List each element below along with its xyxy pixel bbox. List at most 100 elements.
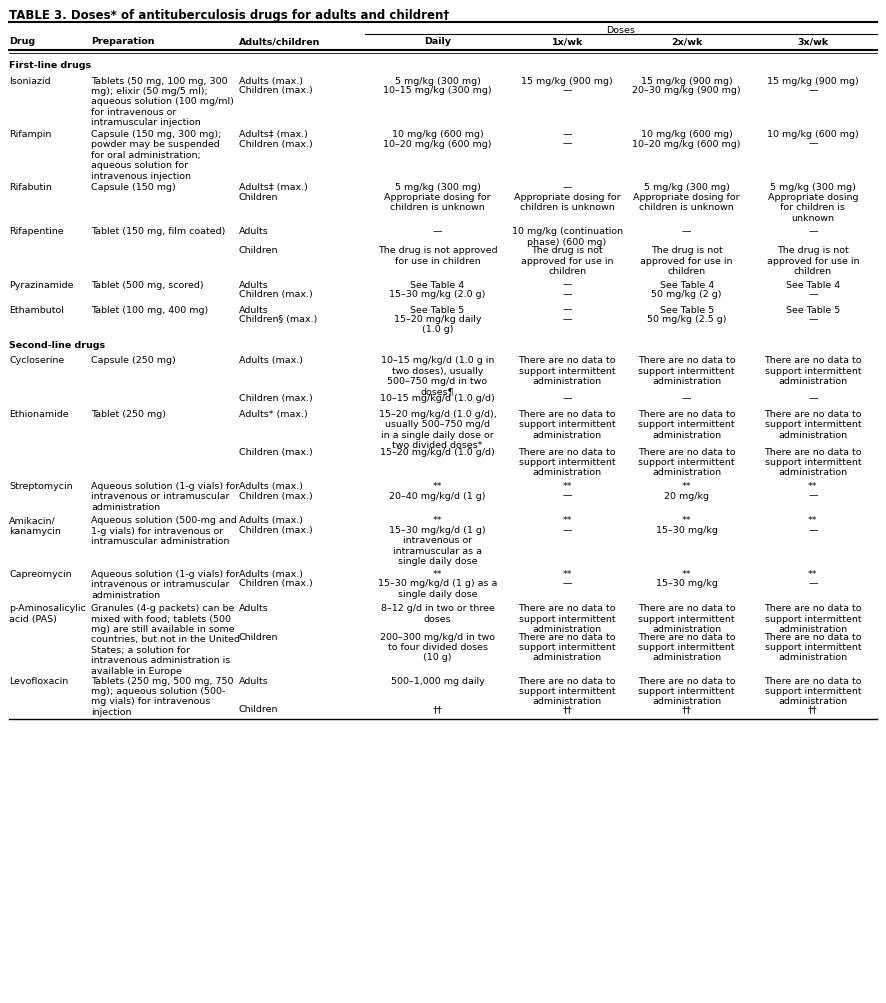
Text: Tablet (250 mg): Tablet (250 mg) bbox=[91, 409, 166, 418]
Text: See Table 5: See Table 5 bbox=[786, 305, 840, 314]
Text: There are no data to
support intermittent
administration: There are no data to support intermitten… bbox=[638, 676, 735, 706]
Text: Aqueous solution (1-g vials) for
intravenous or intramuscular
administration: Aqueous solution (1-g vials) for intrave… bbox=[91, 481, 239, 512]
Text: There are no data to
support intermittent
administration: There are no data to support intermitten… bbox=[764, 632, 861, 662]
Text: Adults (max.): Adults (max.) bbox=[238, 516, 303, 525]
Text: **: ** bbox=[808, 516, 818, 525]
Text: 15 mg/kg (900 mg): 15 mg/kg (900 mg) bbox=[641, 76, 733, 85]
Text: Aqueous solution (1-g vials) for
intravenous or intramuscular
administration: Aqueous solution (1-g vials) for intrave… bbox=[91, 570, 239, 599]
Text: 2x/wk: 2x/wk bbox=[671, 37, 703, 46]
Text: Children (max.): Children (max.) bbox=[238, 491, 313, 500]
Text: —: — bbox=[682, 394, 691, 403]
Text: —: — bbox=[563, 305, 571, 314]
Text: 20 mg/kg: 20 mg/kg bbox=[664, 491, 709, 500]
Text: Adults‡ (max.): Adults‡ (max.) bbox=[238, 130, 307, 138]
Text: —: — bbox=[432, 227, 442, 236]
Text: Rifampin: Rifampin bbox=[10, 130, 51, 138]
Text: Tablets (250 mg, 500 mg, 750
mg); aqueous solution (500-
mg vials) for intraveno: Tablets (250 mg, 500 mg, 750 mg); aqueou… bbox=[91, 676, 234, 716]
Text: Appropriate dosing for
children is unknown: Appropriate dosing for children is unkno… bbox=[633, 193, 740, 212]
Text: Tablet (100 mg, 400 mg): Tablet (100 mg, 400 mg) bbox=[91, 305, 208, 314]
Text: ††: †† bbox=[682, 704, 692, 713]
Text: Adults: Adults bbox=[238, 227, 268, 236]
Text: Streptomycin: Streptomycin bbox=[10, 481, 73, 490]
Text: Tablet (150 mg, film coated): Tablet (150 mg, film coated) bbox=[91, 227, 225, 236]
Text: The drug is not
approved for use in
children: The drug is not approved for use in chil… bbox=[521, 246, 613, 276]
Text: Children§ (max.): Children§ (max.) bbox=[238, 315, 317, 324]
Text: Granules (4-g packets) can be
mixed with food; tablets (500
mg) are still availa: Granules (4-g packets) can be mixed with… bbox=[91, 604, 240, 675]
Text: There are no data to
support intermittent
administration: There are no data to support intermitten… bbox=[764, 604, 861, 633]
Text: **: ** bbox=[808, 570, 818, 579]
Text: Appropriate dosing for
children is unknown: Appropriate dosing for children is unkno… bbox=[514, 193, 620, 212]
Text: —: — bbox=[808, 315, 818, 324]
Text: —: — bbox=[808, 526, 818, 535]
Text: **: ** bbox=[432, 481, 442, 490]
Text: 500–1,000 mg daily: 500–1,000 mg daily bbox=[391, 676, 485, 685]
Text: Capsule (150 mg, 300 mg);
powder may be suspended
for oral administration;
aqueo: Capsule (150 mg, 300 mg); powder may be … bbox=[91, 130, 222, 181]
Text: **: ** bbox=[563, 481, 571, 490]
Text: There are no data to
support intermittent
administration: There are no data to support intermitten… bbox=[518, 676, 616, 706]
Text: —: — bbox=[563, 526, 571, 535]
Text: Adults: Adults bbox=[238, 676, 268, 685]
Text: Cycloserine: Cycloserine bbox=[10, 356, 65, 365]
Text: Second-line drugs: Second-line drugs bbox=[10, 341, 105, 350]
Text: 8–12 g/d in two or three
doses: 8–12 g/d in two or three doses bbox=[381, 604, 494, 623]
Text: —: — bbox=[563, 394, 571, 403]
Text: —: — bbox=[808, 394, 818, 403]
Text: There are no data to
support intermittent
administration: There are no data to support intermitten… bbox=[518, 447, 616, 477]
Text: Capsule (150 mg): Capsule (150 mg) bbox=[91, 184, 175, 193]
Text: 10–15 mg/kg/d (1.0 g in
two doses), usually
500–750 mg/d in two
doses¶: 10–15 mg/kg/d (1.0 g in two doses), usua… bbox=[381, 356, 494, 396]
Text: Tablet (500 mg, scored): Tablet (500 mg, scored) bbox=[91, 280, 204, 289]
Text: 10 mg/kg (600 mg): 10 mg/kg (600 mg) bbox=[641, 130, 733, 138]
Text: Capsule (250 mg): Capsule (250 mg) bbox=[91, 356, 175, 365]
Text: Capreomycin: Capreomycin bbox=[10, 570, 72, 579]
Text: 15 mg/kg (900 mg): 15 mg/kg (900 mg) bbox=[767, 76, 859, 85]
Text: Amikacin/
kanamycin: Amikacin/ kanamycin bbox=[10, 516, 61, 536]
Text: 15–20 mg/kg/d (1.0 g/d): 15–20 mg/kg/d (1.0 g/d) bbox=[380, 447, 495, 456]
Text: Children: Children bbox=[238, 246, 278, 255]
Text: See Table 4: See Table 4 bbox=[659, 280, 714, 289]
Text: 5 mg/kg (300 mg): 5 mg/kg (300 mg) bbox=[394, 76, 480, 85]
Text: The drug is not
approved for use in
children: The drug is not approved for use in chil… bbox=[766, 246, 859, 276]
Text: 10–20 mg/kg (600 mg): 10–20 mg/kg (600 mg) bbox=[384, 139, 492, 148]
Text: 15 mg/kg (900 mg): 15 mg/kg (900 mg) bbox=[521, 76, 613, 85]
Text: TABLE 3. Doses* of antituberculosis drugs for adults and children†: TABLE 3. Doses* of antituberculosis drug… bbox=[10, 9, 449, 22]
Text: **: ** bbox=[682, 481, 691, 490]
Text: Adults‡ (max.): Adults‡ (max.) bbox=[238, 184, 307, 193]
Text: ††: †† bbox=[432, 704, 442, 713]
Text: Children: Children bbox=[238, 704, 278, 713]
Text: Ethionamide: Ethionamide bbox=[10, 409, 69, 418]
Text: 15–30 mg/kg (2.0 g): 15–30 mg/kg (2.0 g) bbox=[389, 290, 486, 299]
Text: Drug: Drug bbox=[10, 37, 35, 46]
Text: Rifabutin: Rifabutin bbox=[10, 184, 52, 193]
Text: 10 mg/kg (600 mg): 10 mg/kg (600 mg) bbox=[392, 130, 484, 138]
Text: Children (max.): Children (max.) bbox=[238, 526, 313, 535]
Text: **: ** bbox=[563, 516, 571, 525]
Text: —: — bbox=[808, 227, 818, 236]
Text: —: — bbox=[682, 227, 691, 236]
Text: Rifapentine: Rifapentine bbox=[10, 227, 64, 236]
Text: 5 mg/kg (300 mg): 5 mg/kg (300 mg) bbox=[644, 184, 730, 193]
Text: —: — bbox=[563, 184, 571, 193]
Text: 20–30 mg/kg (900 mg): 20–30 mg/kg (900 mg) bbox=[633, 86, 741, 95]
Text: Children (max.): Children (max.) bbox=[238, 139, 313, 148]
Text: Children: Children bbox=[238, 632, 278, 641]
Text: There are no data to
support intermittent
administration: There are no data to support intermitten… bbox=[764, 409, 861, 439]
Text: Adults (max.): Adults (max.) bbox=[238, 76, 303, 85]
Text: 15–30 mg/kg/d (1 g)
intravenous or
intramuscular as a
single daily dose: 15–30 mg/kg/d (1 g) intravenous or intra… bbox=[389, 526, 486, 566]
Text: 3x/wk: 3x/wk bbox=[797, 37, 828, 46]
Text: 50 mg/kg (2.5 g): 50 mg/kg (2.5 g) bbox=[647, 315, 727, 324]
Text: —: — bbox=[563, 579, 571, 588]
Text: **: ** bbox=[682, 516, 691, 525]
Text: Children (max.): Children (max.) bbox=[238, 394, 313, 403]
Text: Tablets (50 mg, 100 mg, 300
mg); elixir (50 mg/5 ml);
aqueous solution (100 mg/m: Tablets (50 mg, 100 mg, 300 mg); elixir … bbox=[91, 76, 234, 127]
Text: ††: †† bbox=[808, 704, 818, 713]
Text: Preparation: Preparation bbox=[91, 37, 154, 46]
Text: 10–20 mg/kg (600 mg): 10–20 mg/kg (600 mg) bbox=[633, 139, 741, 148]
Text: —: — bbox=[808, 579, 818, 588]
Text: See Table 4: See Table 4 bbox=[786, 280, 840, 289]
Text: Ethambutol: Ethambutol bbox=[10, 305, 65, 314]
Text: There are no data to
support intermittent
administration: There are no data to support intermitten… bbox=[764, 356, 861, 386]
Text: —: — bbox=[563, 280, 571, 289]
Text: Children (max.): Children (max.) bbox=[238, 579, 313, 588]
Text: **: ** bbox=[432, 516, 442, 525]
Text: Children (max.): Children (max.) bbox=[238, 447, 313, 456]
